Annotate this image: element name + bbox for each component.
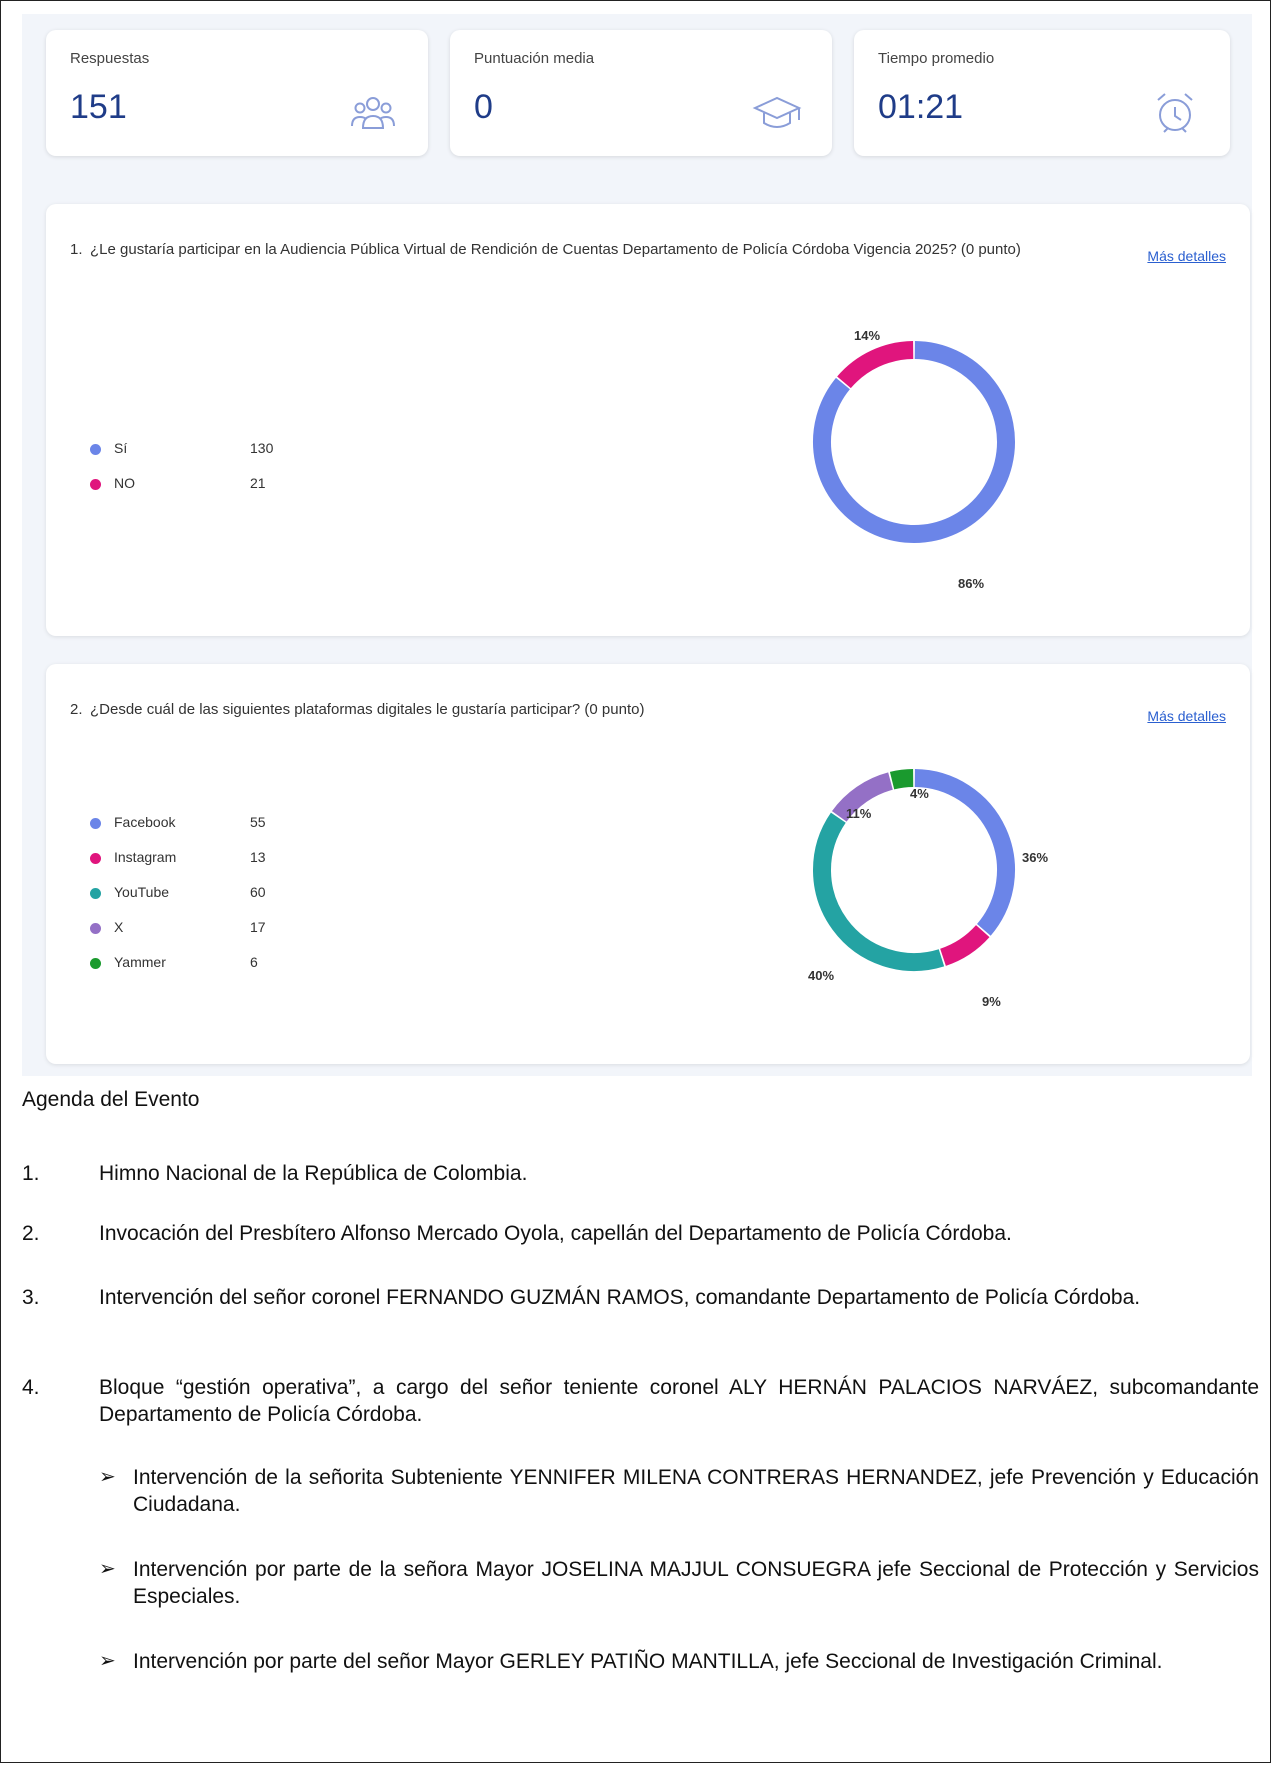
legend-count: 6	[250, 954, 258, 970]
more-details-link[interactable]: Más detalles	[1147, 708, 1226, 724]
graduation-cap-icon	[752, 96, 802, 128]
legend-label: Yammer	[114, 954, 166, 970]
legend-dot	[90, 444, 101, 455]
percent-label: 36%	[1022, 850, 1049, 865]
arrow-bullet-icon: ➢	[99, 1558, 116, 1580]
people-icon	[351, 97, 395, 129]
percent-label: 40%	[808, 968, 835, 983]
platforms-slice-yammer	[889, 769, 914, 790]
percent-label: 11%	[846, 806, 872, 821]
legend-label: NO	[114, 475, 135, 491]
stat-card-average-time: Tiempo promedio 01:21	[854, 30, 1230, 156]
participation-slice-no	[837, 341, 914, 389]
agenda-item-number: 1.	[22, 1162, 40, 1185]
legend-label: Facebook	[114, 814, 176, 830]
legend-count: 17	[250, 919, 266, 935]
participation-slice-s-	[813, 341, 1015, 543]
legend-label: X	[114, 919, 124, 935]
legend-label: YouTube	[114, 884, 170, 900]
legend-count: 130	[250, 440, 274, 456]
question-text: 1. ¿Le gustaría participar en la Audienci…	[70, 240, 1110, 259]
platforms-slice-facebook	[914, 769, 1015, 936]
stat-card-responses: Respuestas 151	[46, 30, 428, 156]
question-card-2: 2. ¿Desde cuál de las siguientes platafor…	[46, 664, 1250, 1064]
question-number: 2.	[70, 701, 83, 718]
legend-count: 60	[250, 884, 266, 900]
agenda-item-text: Invocación del Presbítero Alfonso Mercad…	[99, 1222, 1012, 1245]
legend-count: 21	[250, 475, 266, 491]
platforms-slice-instagram	[939, 924, 990, 966]
legend-dot	[90, 958, 101, 969]
percent-label: 14%	[854, 328, 881, 343]
arrow-bullet-icon: ➢	[99, 1650, 116, 1672]
question-card-1: 1. ¿Le gustaría participar en la Audienci…	[46, 204, 1250, 636]
stat-card-average-score: Puntuación media 0	[450, 30, 832, 156]
question-text: 2. ¿Desde cuál de las siguientes platafor…	[70, 700, 1110, 719]
question-number: 1.	[70, 241, 83, 258]
percent-label: 9%	[982, 994, 1001, 1009]
stat-value: 0	[474, 88, 493, 126]
platforms-slice-youtube	[813, 812, 945, 971]
stat-value: 151	[70, 88, 127, 126]
percent-label: 86%	[958, 576, 985, 591]
stat-value: 01:21	[878, 88, 964, 126]
arrow-bullet-icon: ➢	[99, 1466, 116, 1488]
agenda-item-text: Bloque “gestión operativa”, a cargo del …	[99, 1376, 1259, 1426]
legend-dot	[90, 853, 101, 864]
platforms-slice-x	[831, 772, 894, 822]
agenda-item-number: 2.	[22, 1222, 40, 1245]
agenda-subitem-text: Intervención de la señorita Subteniente …	[133, 1466, 1259, 1516]
agenda-subitem-text: Intervención por parte de la señora Mayo…	[133, 1558, 1259, 1608]
agenda-item-number: 4.	[22, 1376, 40, 1399]
question-label: ¿Le gustaría participar en la Audiencia …	[90, 241, 1021, 258]
more-details-link[interactable]: Más detalles	[1147, 248, 1226, 264]
legend-dot	[90, 888, 101, 899]
legend-count: 13	[250, 849, 266, 865]
donut-chart-participation	[813, 341, 1015, 543]
legend-dot	[90, 923, 101, 934]
stat-label: Respuestas	[70, 50, 150, 67]
forms-summary: Respuestas 151 Puntuación media 0 Tiempo…	[22, 14, 1252, 1076]
agenda-title: Agenda del Evento	[22, 1088, 200, 1111]
percent-label: 4%	[910, 786, 929, 801]
agenda-item-number: 3.	[22, 1286, 40, 1309]
legend-dot	[90, 479, 101, 490]
stat-label: Tiempo promedio	[878, 50, 995, 67]
donut-chart-platforms	[813, 769, 1015, 971]
agenda-subitem-text: Intervención por parte del señor Mayor G…	[133, 1650, 1163, 1673]
agenda-item-text: Intervención del señor coronel FERNANDO …	[99, 1286, 1141, 1309]
legend-label: Instagram	[114, 849, 177, 865]
stat-label: Puntuación media	[474, 50, 595, 67]
question-label: ¿Desde cuál de las siguientes plataforma…	[90, 701, 645, 718]
legend-count: 55	[250, 814, 266, 830]
legend-dot	[90, 818, 101, 829]
agenda-item-text: Himno Nacional de la República de Colomb…	[99, 1162, 528, 1185]
alarm-clock-icon	[1157, 93, 1193, 133]
legend-label: Sí	[114, 440, 128, 456]
